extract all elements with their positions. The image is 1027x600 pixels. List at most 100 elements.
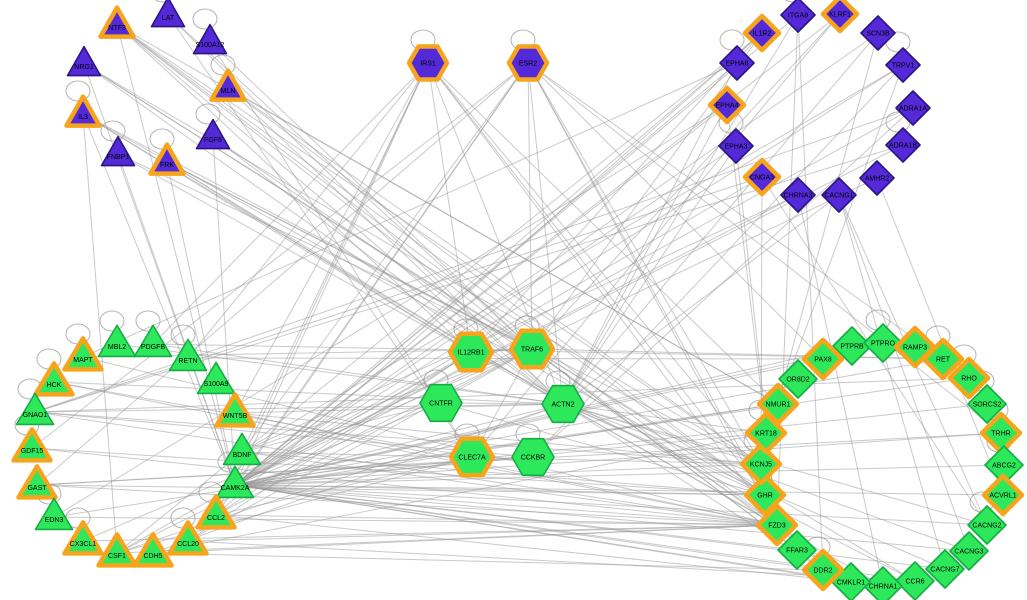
edge [116, 348, 533, 554]
node-shape [214, 392, 256, 428]
node-shape [195, 494, 237, 530]
edge [82, 62, 738, 358]
edge [166, 161, 236, 486]
edge [215, 514, 778, 526]
edge [241, 451, 766, 496]
node-EPHA3[interactable]: EPHA3 [718, 128, 754, 164]
node-shape [150, 0, 186, 28]
self-loop-edge [149, 128, 175, 150]
edge [116, 24, 533, 350]
node-SCN3B[interactable]: SCN3B [860, 15, 896, 51]
node-IL3[interactable]: IL3 [64, 94, 102, 128]
node-GAST[interactable]: GAST [16, 464, 58, 500]
edge [234, 345, 853, 486]
edge [531, 13, 841, 350]
node-shape [925, 549, 965, 589]
node-FRK[interactable]: FRK [148, 142, 186, 176]
node-ESR2[interactable]: ESR2 [506, 44, 550, 82]
self-loop-edge [192, 8, 218, 30]
edge [562, 104, 728, 405]
node-S100A12[interactable]: S100A12 [192, 23, 228, 55]
edge [31, 62, 529, 449]
edge [34, 176, 763, 413]
edge [241, 451, 778, 526]
node-FNBP1[interactable]: FNBP1 [100, 135, 136, 167]
edge [234, 62, 429, 486]
node-NTF3[interactable]: NTF3 [98, 5, 136, 39]
node-shape [820, 0, 860, 34]
edge [53, 516, 778, 526]
edge [234, 484, 1004, 496]
edge [215, 514, 852, 583]
node-shape [447, 331, 495, 373]
edge [34, 411, 534, 458]
node-NRG1[interactable]: NRG1 [66, 45, 102, 77]
node-shape [981, 473, 1025, 517]
node-GNAO1[interactable]: GNAO1 [15, 392, 55, 426]
edge [53, 403, 779, 518]
node-CHRNA1[interactable]: CHRNA1 [863, 566, 903, 600]
node-MAPT[interactable]: MAPT [62, 336, 104, 372]
node-ADRA1A[interactable]: ADRA1A [895, 90, 931, 126]
edge [234, 32, 763, 486]
node-shape [742, 13, 782, 53]
node-shape [62, 336, 104, 372]
node-shape [863, 566, 903, 600]
node-shape [821, 177, 857, 213]
node-CLEC7A[interactable]: CLEC7A [448, 436, 496, 478]
edge [838, 194, 946, 570]
edge [53, 104, 728, 518]
edge [36, 62, 529, 486]
node-MBL2[interactable]: MBL2 [97, 324, 137, 358]
node-shape [885, 127, 921, 163]
node-shape [707, 85, 747, 125]
edge [209, 41, 533, 350]
node-shape [167, 520, 209, 556]
node-PDGFB[interactable]: PDGFB [133, 324, 173, 358]
node-IL1R2[interactable]: IL1R2 [742, 13, 782, 53]
edge [34, 411, 762, 465]
node-shape [947, 356, 991, 400]
node-KCNJ5[interactable]: KCNJ5 [739, 442, 783, 486]
node-ADRA1B[interactable]: ADRA1B [885, 127, 921, 163]
edge [234, 402, 442, 486]
node-shape [406, 44, 450, 82]
edge [527, 62, 778, 526]
edge [34, 377, 970, 413]
edge [777, 64, 904, 405]
edge [241, 451, 762, 465]
node-AMHR2[interactable]: AMHR2 [859, 160, 895, 196]
edge [241, 62, 429, 453]
edge [234, 464, 1005, 486]
node-CHRNA3[interactable]: CHRNA3 [780, 177, 816, 213]
node-WNT5B[interactable]: WNT5B [214, 392, 256, 428]
edge [241, 194, 799, 453]
node-shape [801, 337, 845, 381]
node-IRS1[interactable]: IRS1 [406, 44, 450, 82]
node-IL12RB1[interactable]: IL12RB1 [447, 331, 495, 373]
edge [234, 104, 728, 486]
node-shape [756, 382, 800, 426]
node-shape [64, 94, 102, 128]
node-shape [16, 464, 58, 500]
node-shape [949, 531, 989, 571]
edge [36, 484, 778, 526]
edge [234, 145, 737, 486]
self-loop-edge [99, 310, 125, 332]
edge [117, 153, 533, 350]
edge [234, 62, 429, 414]
node-shape [921, 337, 965, 381]
node-LAT[interactable]: LAT [150, 0, 186, 28]
edge [234, 403, 988, 486]
node-shape [506, 44, 550, 82]
node-shape [777, 530, 817, 570]
node-ITGA8[interactable]: ITGA8 [780, 0, 816, 33]
edge [241, 402, 442, 453]
node-GDF15[interactable]: GDF15 [11, 427, 53, 463]
node-TRAF6[interactable]: TRAF6 [508, 328, 556, 370]
edge [527, 62, 564, 405]
node-CNGA3[interactable]: CNGA3 [742, 157, 782, 197]
edge [562, 32, 879, 405]
